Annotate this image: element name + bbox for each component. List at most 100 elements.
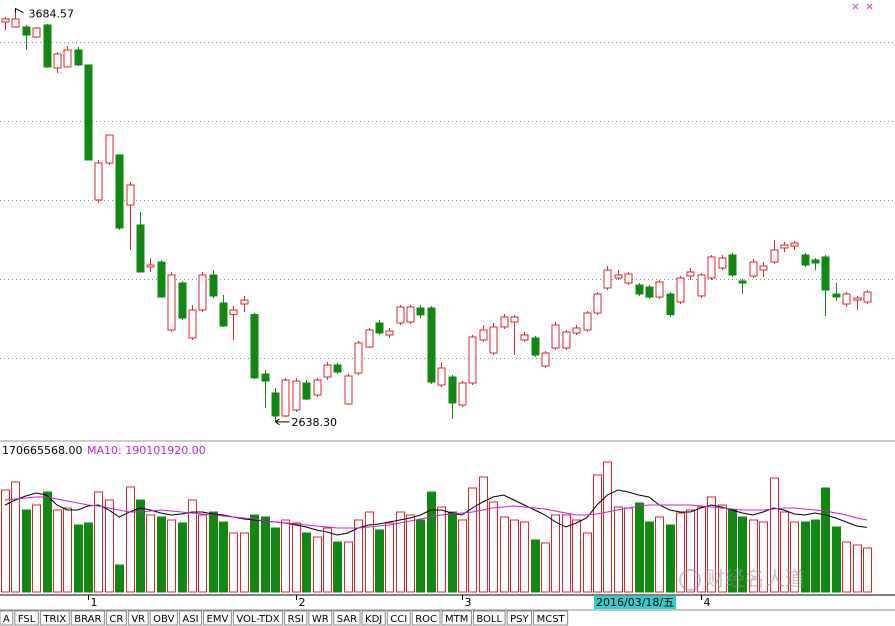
indicator-tab[interactable]: RSI [284,610,308,626]
candle-body [645,286,654,298]
candle-body [863,291,872,303]
candle-body [240,299,249,305]
indicator-tab[interactable]: MTM [441,610,472,626]
indicator-tab[interactable]: TRIX [39,610,70,626]
tab-label[interactable]: FSL [18,614,36,625]
volume-bar [562,514,571,593]
indicator-tab[interactable]: PSY [506,610,533,626]
candle-body [178,282,187,319]
candle-body [22,26,31,36]
indicator-tab[interactable]: WR [308,610,333,626]
indicator-tab[interactable]: VR [127,610,149,626]
tab-label[interactable]: CR [109,614,123,625]
volume-bar [167,519,176,593]
tab-bg [0,610,14,626]
indicator-tab[interactable]: BRAR [70,610,105,626]
candle-body [801,254,810,266]
candle-body [333,364,342,373]
tab-label[interactable]: RSI [288,614,304,625]
indicator-tab[interactable]: EMV [203,610,232,626]
volume-bar [614,506,623,593]
candle-body [541,352,550,367]
volume-bar [365,511,374,593]
high-label: 3684.57 [29,8,75,21]
candle-body [718,257,727,269]
volume-bar [416,519,425,593]
tab-bg [14,610,39,626]
indicator-tab[interactable]: MCST [533,610,569,626]
tab-bg [361,610,386,626]
candle-body [126,184,135,206]
candle-body [146,264,155,268]
tab-label[interactable]: EMV [207,614,229,625]
volume-bar [261,516,270,593]
candle-body [666,293,675,316]
candle-body [676,277,685,303]
volume-bar [126,486,135,593]
volume-bar [759,521,768,593]
tab-bg [105,610,127,626]
candle-body [115,154,124,229]
candle-body [655,281,664,298]
tab-label[interactable]: ROC [415,614,437,625]
tab-label[interactable]: SAR [337,614,357,625]
indicator-tab[interactable]: ROC [411,610,441,626]
volume-bar [697,506,706,593]
volume-bar [302,532,311,593]
tab-label[interactable]: TRIX [42,614,66,625]
indicator-tab[interactable]: FSL [14,610,39,626]
indicator-tab[interactable]: CR [105,610,127,626]
indicator-tab[interactable]: VOL-TDX [232,610,284,626]
candle-body [686,271,695,277]
volume-bar [219,521,228,593]
candle-body [759,265,768,271]
tab-label[interactable]: BOLL [476,614,502,625]
candle-body [271,392,280,417]
tab-label[interactable]: CCI [390,614,407,625]
tab-bg [70,610,105,626]
indicator-tab[interactable]: SAR [333,610,361,626]
indicator-tab[interactable]: KDJ [361,610,386,626]
volume-bar [500,516,509,593]
indicator-tab[interactable]: CCI [386,610,411,626]
candle-body [790,242,799,247]
candle-body [749,261,758,277]
indicator-tab[interactable]: OBV [149,610,178,626]
volume-bar [188,499,197,593]
indicator-tab[interactable]: ASI [178,610,203,626]
volume-bar [11,481,20,593]
window-controls[interactable] [852,3,873,10]
tab-label[interactable]: ASI [182,614,198,625]
tab-bg [308,610,333,626]
tab-label[interactable]: VR [131,614,145,625]
tab-bg [472,610,506,626]
volume-bar [313,536,322,593]
volume-bar [749,519,758,593]
volume-bar [790,521,799,593]
tab-label[interactable]: PSY [510,614,529,625]
indicator-tab[interactable]: BOLL [472,610,506,626]
tab-label[interactable]: KDJ [365,614,382,625]
readout: 170665568.00 [2,444,82,457]
tab-label[interactable]: MCST [537,614,566,625]
volume-bar [655,516,664,593]
tab-label[interactable]: BRAR [74,614,101,625]
candle-body [198,274,207,311]
volume-bar [448,511,457,593]
watermark: 财经名人道 [679,567,805,591]
indicator-tab[interactable]: A [0,610,14,626]
tab-label[interactable]: VOL-TDX [236,614,279,625]
tab-label[interactable]: WR [312,614,329,625]
candle-body [697,274,706,297]
volume-bar [157,516,166,593]
tab-label[interactable]: OBV [153,614,174,625]
tab-label[interactable]: A [3,614,10,625]
candle-body [167,274,176,331]
candle-body [416,307,425,316]
volume-bar [209,511,218,593]
volume-bar [531,539,540,593]
volume-bar [344,541,353,593]
tab-label[interactable]: MTM [445,614,468,625]
volume-bar [74,524,83,593]
volume-bar [323,527,332,593]
